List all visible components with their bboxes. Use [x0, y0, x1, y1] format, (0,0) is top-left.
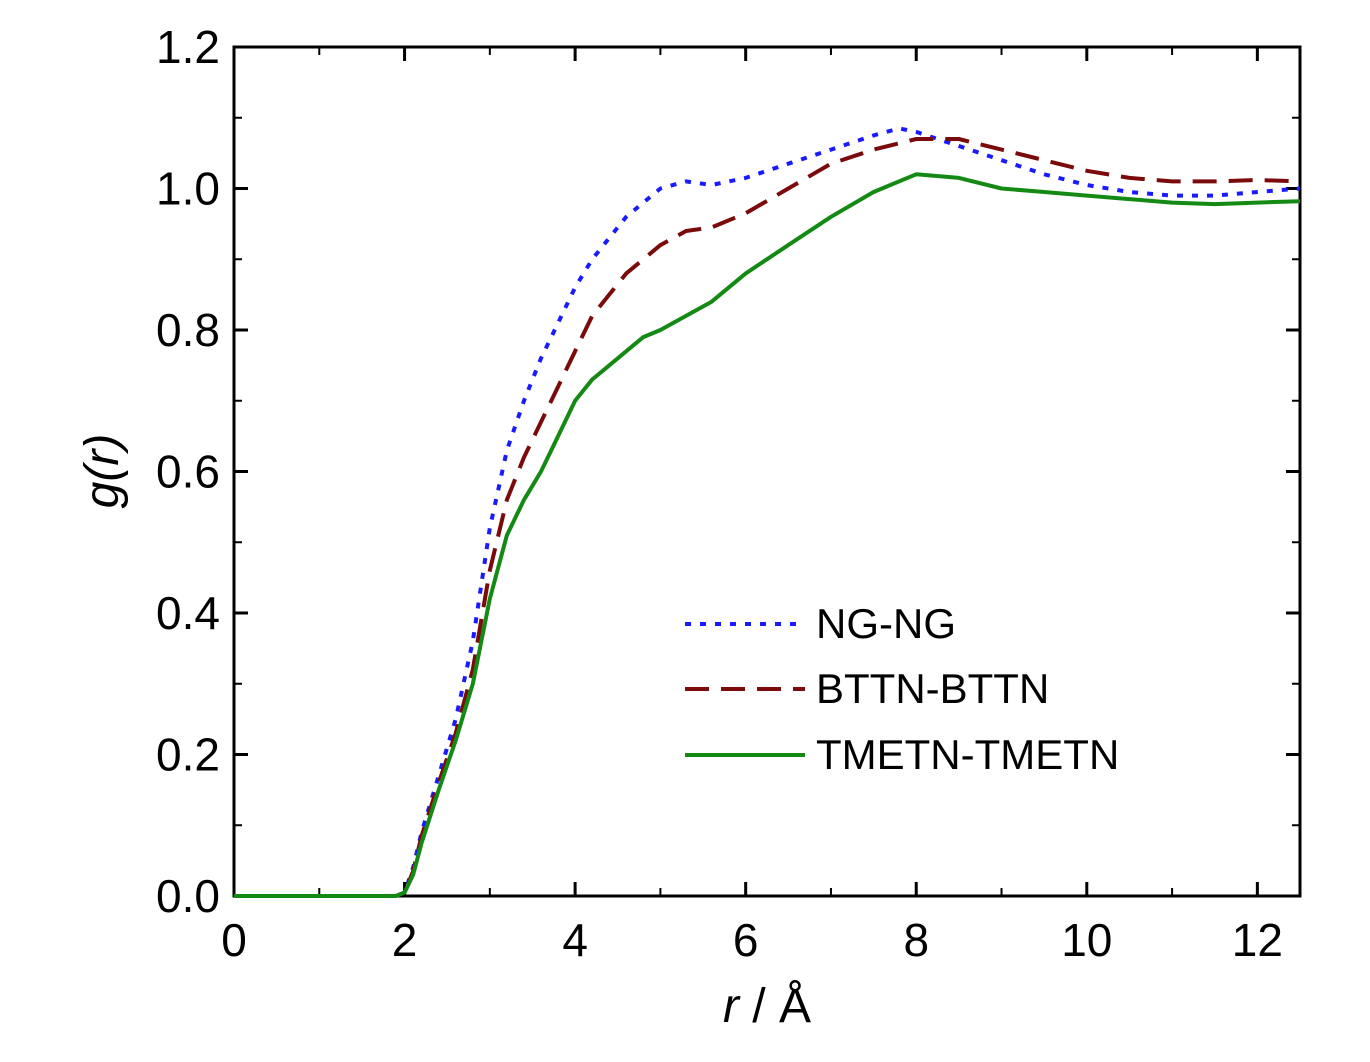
y-tick-label: 0.8 [156, 304, 220, 356]
series-line-ng-ng [234, 126, 1301, 898]
series-line-tmetn-tmetn [234, 172, 1301, 898]
y-tick-label: 0.2 [156, 729, 220, 781]
y-tick-label: 1.2 [156, 21, 220, 73]
x-axis: 0 2 4 6 8 10 12 [221, 47, 1283, 966]
legend-label-bttn-bttn: BTTN-BTTN [816, 665, 1049, 712]
y-tick-label: 0.6 [156, 446, 220, 498]
plot-frame [232, 45, 1302, 898]
y-tick-label: 0.4 [156, 587, 220, 639]
y-tick-label: 1.0 [156, 163, 220, 215]
x-tick-label: 10 [1061, 914, 1112, 966]
x-axis-title-italic: r [723, 980, 741, 1033]
legend-label-ng-ng: NG-NG [816, 600, 956, 647]
series-lines [234, 126, 1301, 898]
x-tick-label: 8 [903, 914, 929, 966]
x-tick-label: 12 [1232, 914, 1283, 966]
x-tick-label: 0 [221, 914, 247, 966]
x-tick-label: 4 [562, 914, 588, 966]
legend: NG-NG BTTN-BTTN TMETN-TMETN [685, 600, 1119, 778]
y-axis: 0.0 0.2 0.4 0.6 0.8 1.0 1.2 [156, 21, 1300, 922]
x-axis-title-unit: / Å [739, 980, 811, 1033]
x-tick-label: 6 [733, 914, 759, 966]
y-axis-title: g(r) [76, 434, 129, 509]
y-tick-label: 0.0 [156, 870, 220, 922]
x-axis-title: r / Å [723, 980, 811, 1033]
series-line-bttn-bttn [234, 137, 1301, 898]
legend-label-tmetn-tmetn: TMETN-TMETN [816, 731, 1119, 778]
x-tick-label: 2 [392, 914, 418, 966]
